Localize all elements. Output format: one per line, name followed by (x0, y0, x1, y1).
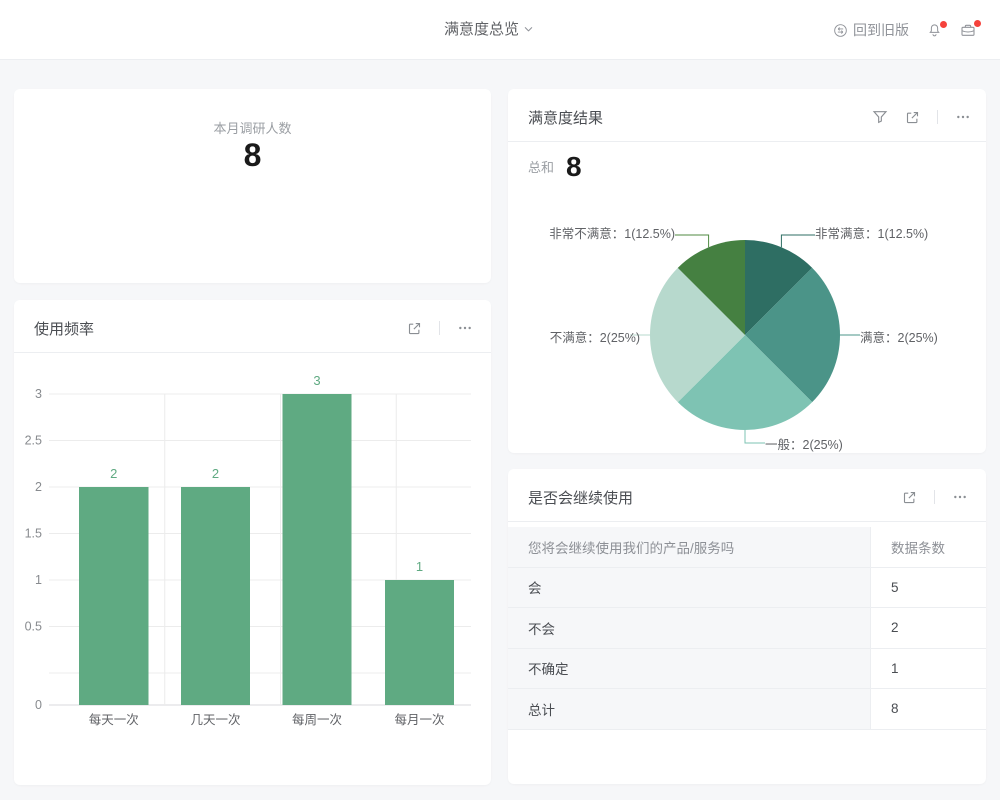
svg-text:2: 2 (35, 480, 42, 494)
svg-text:几天一次: 几天一次 (190, 713, 240, 727)
svg-text:0.5: 0.5 (25, 620, 42, 634)
svg-text:1.5: 1.5 (25, 527, 42, 541)
svg-text:1: 1 (416, 559, 423, 574)
svg-text:每周一次: 每周一次 (292, 712, 342, 727)
svg-text:3: 3 (35, 387, 42, 401)
svg-text:1: 1 (35, 573, 42, 587)
svg-text:2.5: 2.5 (25, 434, 42, 448)
svg-text:0: 0 (35, 698, 42, 712)
svg-text:2: 2 (212, 466, 219, 481)
svg-text:每天一次: 每天一次 (89, 712, 139, 727)
svg-text:每月一次: 每月一次 (394, 712, 444, 727)
svg-text:3: 3 (313, 373, 320, 388)
svg-text:2: 2 (110, 466, 117, 481)
